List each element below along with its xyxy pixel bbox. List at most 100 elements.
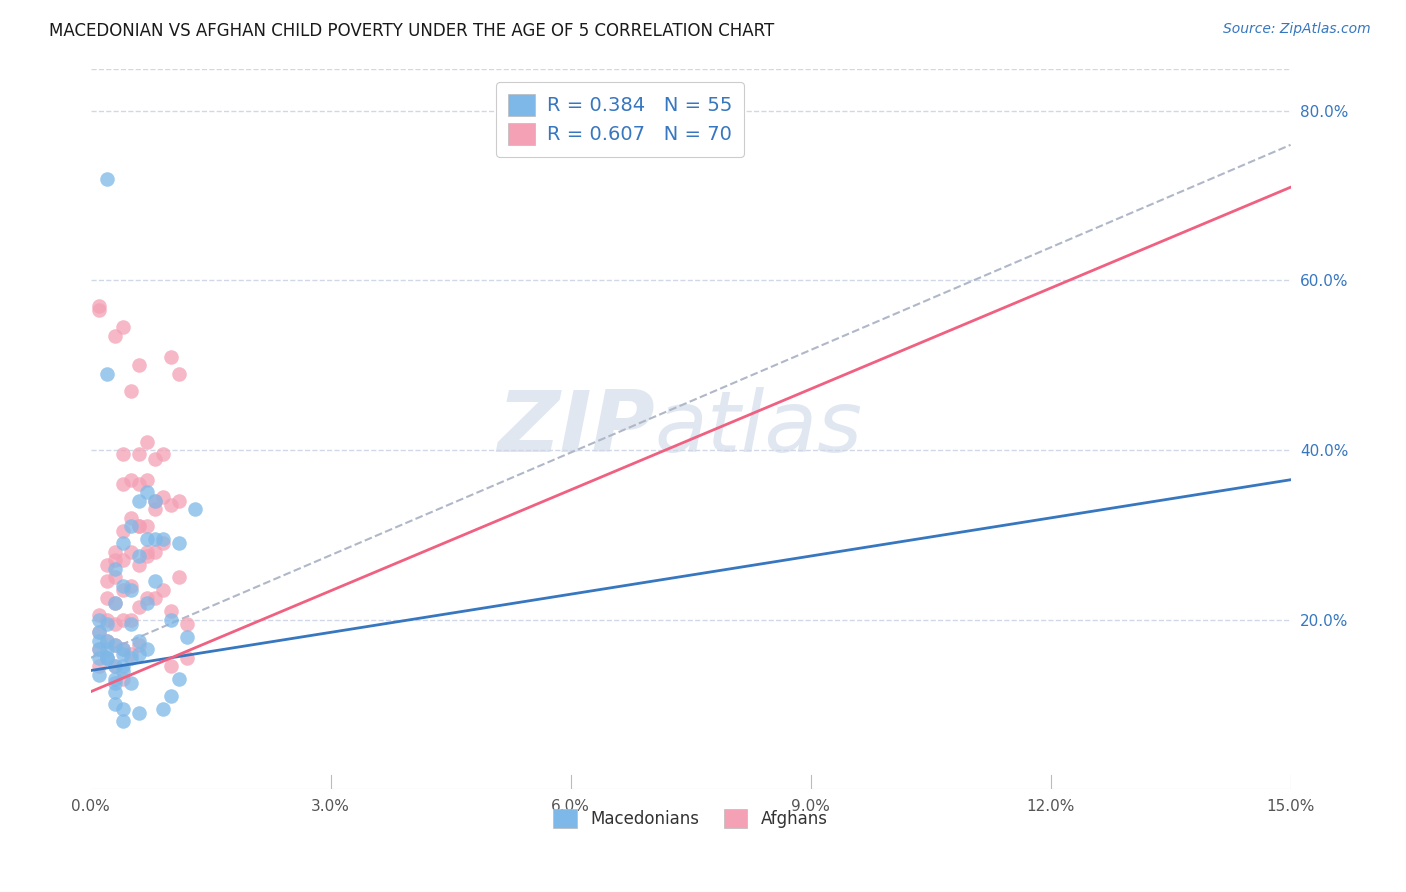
- Point: [143, 591, 166, 606]
- Point: [128, 359, 150, 373]
- Point: [104, 562, 127, 576]
- Point: [152, 532, 174, 546]
- Point: [152, 536, 174, 550]
- Point: [128, 558, 150, 572]
- Point: [104, 553, 127, 567]
- Point: [111, 642, 134, 657]
- Point: [159, 350, 181, 364]
- Point: [135, 485, 157, 500]
- Point: [96, 591, 118, 606]
- Point: [159, 659, 181, 673]
- Point: [167, 494, 190, 508]
- Point: [120, 473, 142, 487]
- Point: [104, 596, 127, 610]
- Point: [128, 633, 150, 648]
- Point: [87, 608, 110, 623]
- Point: [120, 511, 142, 525]
- Point: [96, 574, 118, 589]
- Point: [96, 558, 118, 572]
- Point: [143, 545, 166, 559]
- Point: [104, 659, 127, 673]
- Point: [159, 498, 181, 512]
- Point: [135, 434, 157, 449]
- Point: [87, 625, 110, 640]
- Point: [128, 706, 150, 720]
- Text: Source: ZipAtlas.com: Source: ZipAtlas.com: [1223, 22, 1371, 37]
- Text: MACEDONIAN VS AFGHAN CHILD POVERTY UNDER THE AGE OF 5 CORRELATION CHART: MACEDONIAN VS AFGHAN CHILD POVERTY UNDER…: [49, 22, 775, 40]
- Point: [120, 650, 142, 665]
- Point: [111, 714, 134, 729]
- Point: [96, 613, 118, 627]
- Point: [167, 672, 190, 686]
- Point: [104, 684, 127, 698]
- Point: [128, 599, 150, 614]
- Point: [104, 545, 127, 559]
- Point: [143, 494, 166, 508]
- Point: [111, 613, 134, 627]
- Point: [120, 579, 142, 593]
- Point: [96, 367, 118, 381]
- Point: [104, 676, 127, 690]
- Point: [96, 650, 118, 665]
- Point: [135, 596, 157, 610]
- Point: [167, 570, 190, 584]
- Point: [111, 579, 134, 593]
- Point: [87, 642, 110, 657]
- Point: [120, 647, 142, 661]
- Point: [104, 328, 127, 343]
- Point: [128, 647, 150, 661]
- Point: [104, 638, 127, 652]
- Point: [87, 299, 110, 313]
- Point: [135, 591, 157, 606]
- Point: [111, 664, 134, 678]
- Point: [111, 477, 134, 491]
- Point: [135, 549, 157, 563]
- Point: [104, 596, 127, 610]
- Point: [128, 638, 150, 652]
- Point: [159, 689, 181, 703]
- Legend: Macedonians, Afghans: Macedonians, Afghans: [547, 803, 834, 835]
- Point: [96, 633, 118, 648]
- Point: [128, 519, 150, 533]
- Point: [176, 630, 198, 644]
- Point: [128, 447, 150, 461]
- Point: [87, 667, 110, 681]
- Point: [152, 582, 174, 597]
- Point: [120, 519, 142, 533]
- Point: [135, 473, 157, 487]
- Point: [128, 494, 150, 508]
- Point: [104, 698, 127, 712]
- Text: atlas: atlas: [655, 387, 863, 470]
- Point: [120, 582, 142, 597]
- Point: [111, 659, 134, 673]
- Point: [143, 451, 166, 466]
- Point: [96, 642, 118, 657]
- Point: [96, 171, 118, 186]
- Point: [104, 638, 127, 652]
- Point: [120, 545, 142, 559]
- Point: [96, 650, 118, 665]
- Point: [87, 613, 110, 627]
- Point: [104, 570, 127, 584]
- Point: [120, 613, 142, 627]
- Point: [152, 447, 174, 461]
- Point: [128, 477, 150, 491]
- Point: [135, 545, 157, 559]
- Point: [111, 524, 134, 538]
- Point: [111, 320, 134, 334]
- Point: [135, 532, 157, 546]
- Point: [167, 536, 190, 550]
- Point: [87, 625, 110, 640]
- Point: [111, 536, 134, 550]
- Point: [143, 502, 166, 516]
- Point: [159, 604, 181, 618]
- Point: [87, 650, 110, 665]
- Text: ZIP: ZIP: [496, 387, 655, 470]
- Point: [96, 633, 118, 648]
- Point: [176, 650, 198, 665]
- Point: [111, 642, 134, 657]
- Point: [159, 613, 181, 627]
- Point: [104, 659, 127, 673]
- Point: [152, 490, 174, 504]
- Point: [104, 616, 127, 631]
